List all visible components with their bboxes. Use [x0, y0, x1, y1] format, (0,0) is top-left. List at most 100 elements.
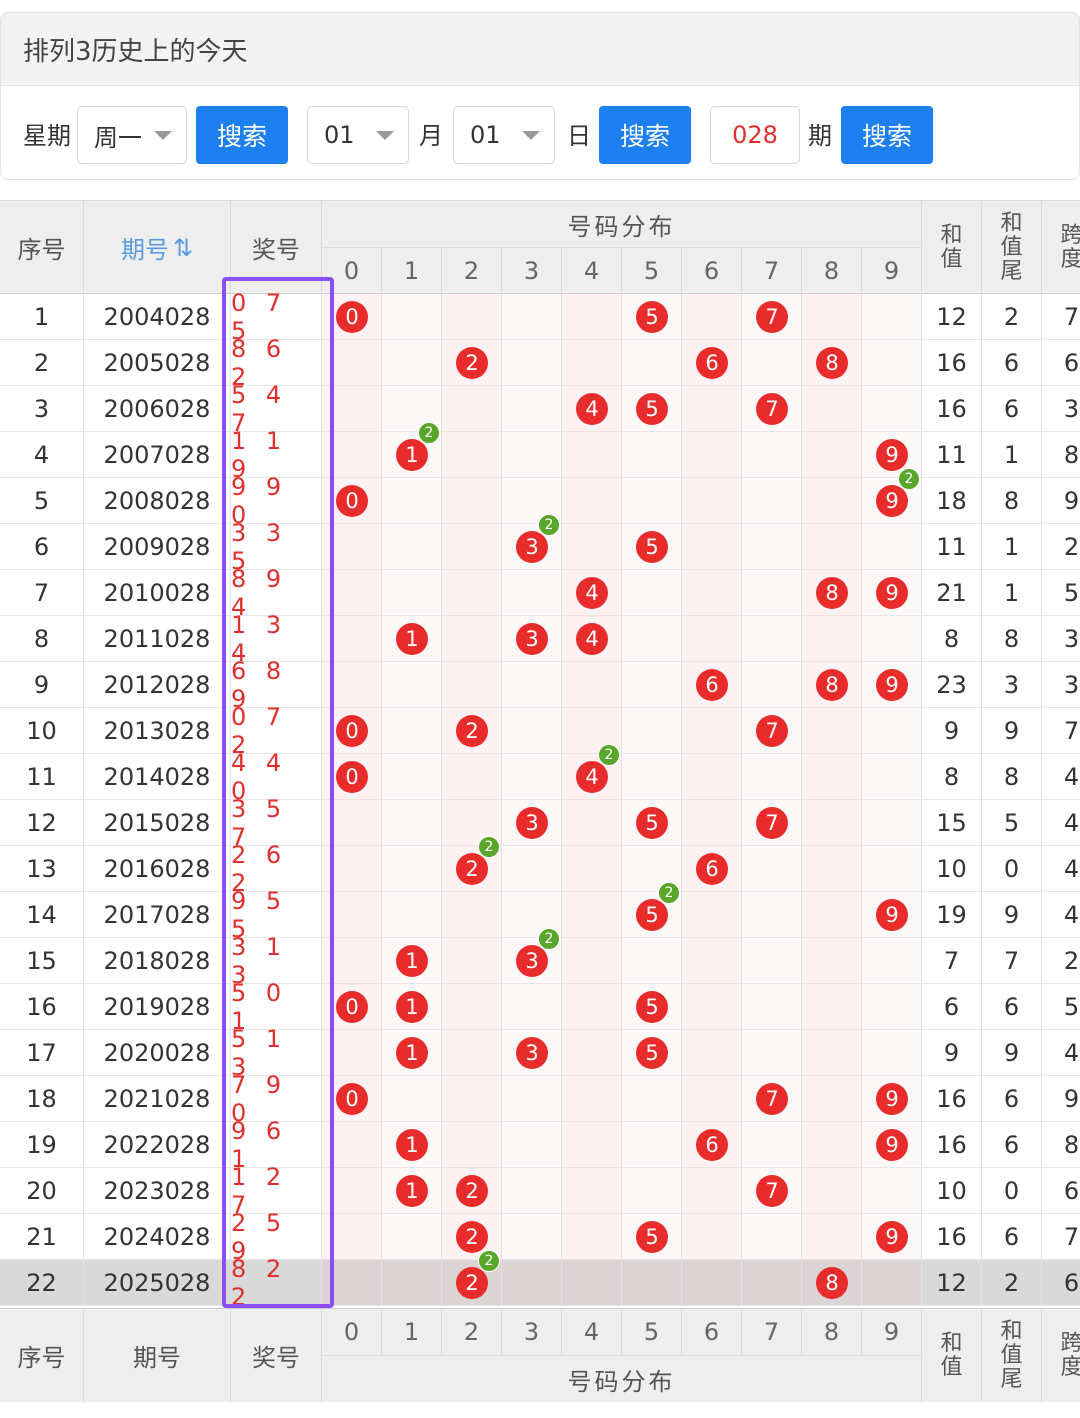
footer-digit-4: 4 — [562, 1309, 622, 1355]
chevron-down-icon — [376, 131, 394, 140]
header-tail-char: 和 — [1000, 210, 1023, 236]
row-seq: 19 — [0, 1122, 84, 1167]
dist-cell-4 — [562, 892, 622, 937]
table-row: 19 2022028 9 6 1 16 6 8 1 6 9 — [0, 1117, 1080, 1173]
dist-cell-3 — [502, 1260, 562, 1305]
weekday-select[interactable]: 周一 — [77, 106, 187, 164]
number-ball: 2 — [456, 1221, 488, 1253]
row-prize: 2 6 2 — [231, 841, 322, 897]
row-prize: 9 6 1 — [231, 1117, 322, 1173]
table-row: 5 2008028 9 9 0 18 8 9 0 9 2 — [0, 468, 1080, 529]
dist-cell-0 — [322, 1030, 382, 1075]
number-ball: 1 — [396, 623, 428, 655]
number-ball: 5 — [636, 301, 668, 333]
row-span: 5 — [1042, 570, 1080, 615]
row-sum-tail: 6 — [982, 340, 1042, 385]
dist-cell-6 — [682, 1076, 742, 1121]
row-sum: 9 — [922, 1030, 982, 1075]
row-period: 2013028 — [84, 708, 231, 753]
dist-cell-0 — [322, 1260, 382, 1305]
dist-cell-7 — [742, 524, 802, 569]
dist-cell-8 — [802, 478, 862, 523]
dist-cell-0 — [322, 524, 382, 569]
dist-cell-4 — [562, 662, 622, 707]
dist-cell-1 — [382, 800, 442, 845]
header-period[interactable]: 期号 ⇅ — [84, 201, 231, 294]
dist-cell-3 — [502, 1122, 562, 1167]
dist-cell-1 — [382, 1260, 442, 1305]
row-seq: 14 — [0, 892, 84, 937]
dist-cell-8 — [802, 616, 862, 661]
number-ball: 3 — [516, 945, 548, 977]
dist-cell-8 — [802, 1076, 862, 1121]
dist-cell-0 — [322, 662, 382, 707]
dist-cell-4 — [562, 340, 622, 385]
search-panel: 排列3历史上的今天 星期 周一 搜索 01 月 01 日 搜索 028 期 搜索 — [0, 12, 1080, 180]
number-ball: 3 — [516, 807, 548, 839]
row-sum-tail: 9 — [982, 892, 1042, 937]
issue-input[interactable]: 028 — [710, 106, 800, 164]
dist-cell-8 — [802, 386, 862, 431]
row-prize: 6 8 9 — [231, 657, 322, 713]
row-period: 2004028 — [84, 294, 231, 339]
search-by-weekday-button[interactable]: 搜索 — [196, 106, 288, 164]
dist-cell-6 — [682, 1030, 742, 1075]
row-sum-tail: 6 — [982, 1076, 1042, 1121]
number-ball: 5 — [636, 531, 668, 563]
dist-cell-2 — [442, 386, 502, 431]
search-by-issue-button[interactable]: 搜索 — [841, 106, 933, 164]
dist-cell-6 — [682, 1168, 742, 1213]
table-row: 6 2009028 3 3 5 11 1 2 3 2 5 — [0, 514, 1080, 575]
number-ball: 3 — [516, 1037, 548, 1069]
dist-cell-9 — [862, 846, 922, 891]
number-ball: 0 — [336, 1083, 368, 1115]
number-ball: 6 — [696, 853, 728, 885]
dist-cell-5 — [622, 754, 682, 799]
row-span: 3 — [1042, 386, 1080, 431]
dist-cell-9 — [862, 340, 922, 385]
month-select[interactable]: 01 — [307, 106, 409, 164]
row-seq: 2 — [0, 340, 84, 385]
dist-cell-7 — [742, 846, 802, 891]
dist-cell-6 — [682, 892, 742, 937]
row-sum: 15 — [922, 800, 982, 845]
row-seq: 1 — [0, 294, 84, 339]
row-sum-tail: 1 — [982, 570, 1042, 615]
footer-digit-6: 6 — [682, 1309, 742, 1355]
row-sum: 21 — [922, 570, 982, 615]
table-row: 14 2017028 9 5 5 19 9 4 5 2 9 — [0, 882, 1080, 943]
row-period: 2021028 — [84, 1076, 231, 1121]
row-period: 2024028 — [84, 1214, 231, 1259]
dist-cell-3 — [502, 708, 562, 753]
row-prize: 8 9 4 — [231, 565, 322, 621]
dist-cell-9 — [862, 294, 922, 339]
header-digit-7: 7 — [742, 248, 802, 294]
row-span: 7 — [1042, 294, 1080, 339]
row-sum-tail: 6 — [982, 984, 1042, 1029]
row-span: 6 — [1042, 1168, 1080, 1213]
dist-cell-1 — [382, 662, 442, 707]
row-seq: 21 — [0, 1214, 84, 1259]
dist-cell-6 — [682, 708, 742, 753]
header-digit-2: 2 — [442, 248, 502, 294]
row-sum-tail: 8 — [982, 478, 1042, 523]
number-ball: 1 — [396, 1037, 428, 1069]
search-by-date-button[interactable]: 搜索 — [599, 106, 691, 164]
dist-cell-2 — [442, 754, 502, 799]
number-ball: 9 — [876, 1221, 908, 1253]
dist-cell-0 — [322, 386, 382, 431]
dist-cell-1 — [382, 340, 442, 385]
day-select[interactable]: 01 — [453, 106, 555, 164]
sort-icon[interactable]: ⇅ — [172, 233, 194, 262]
dist-cell-0 — [322, 1168, 382, 1213]
number-ball: 3 — [516, 531, 548, 563]
row-sum: 16 — [922, 1214, 982, 1259]
dist-cell-1 — [382, 570, 442, 615]
header-seq: 序号 — [0, 201, 84, 294]
row-sum-tail: 3 — [982, 662, 1042, 707]
dist-cell-4 — [562, 1076, 622, 1121]
dist-cell-6 — [682, 478, 742, 523]
